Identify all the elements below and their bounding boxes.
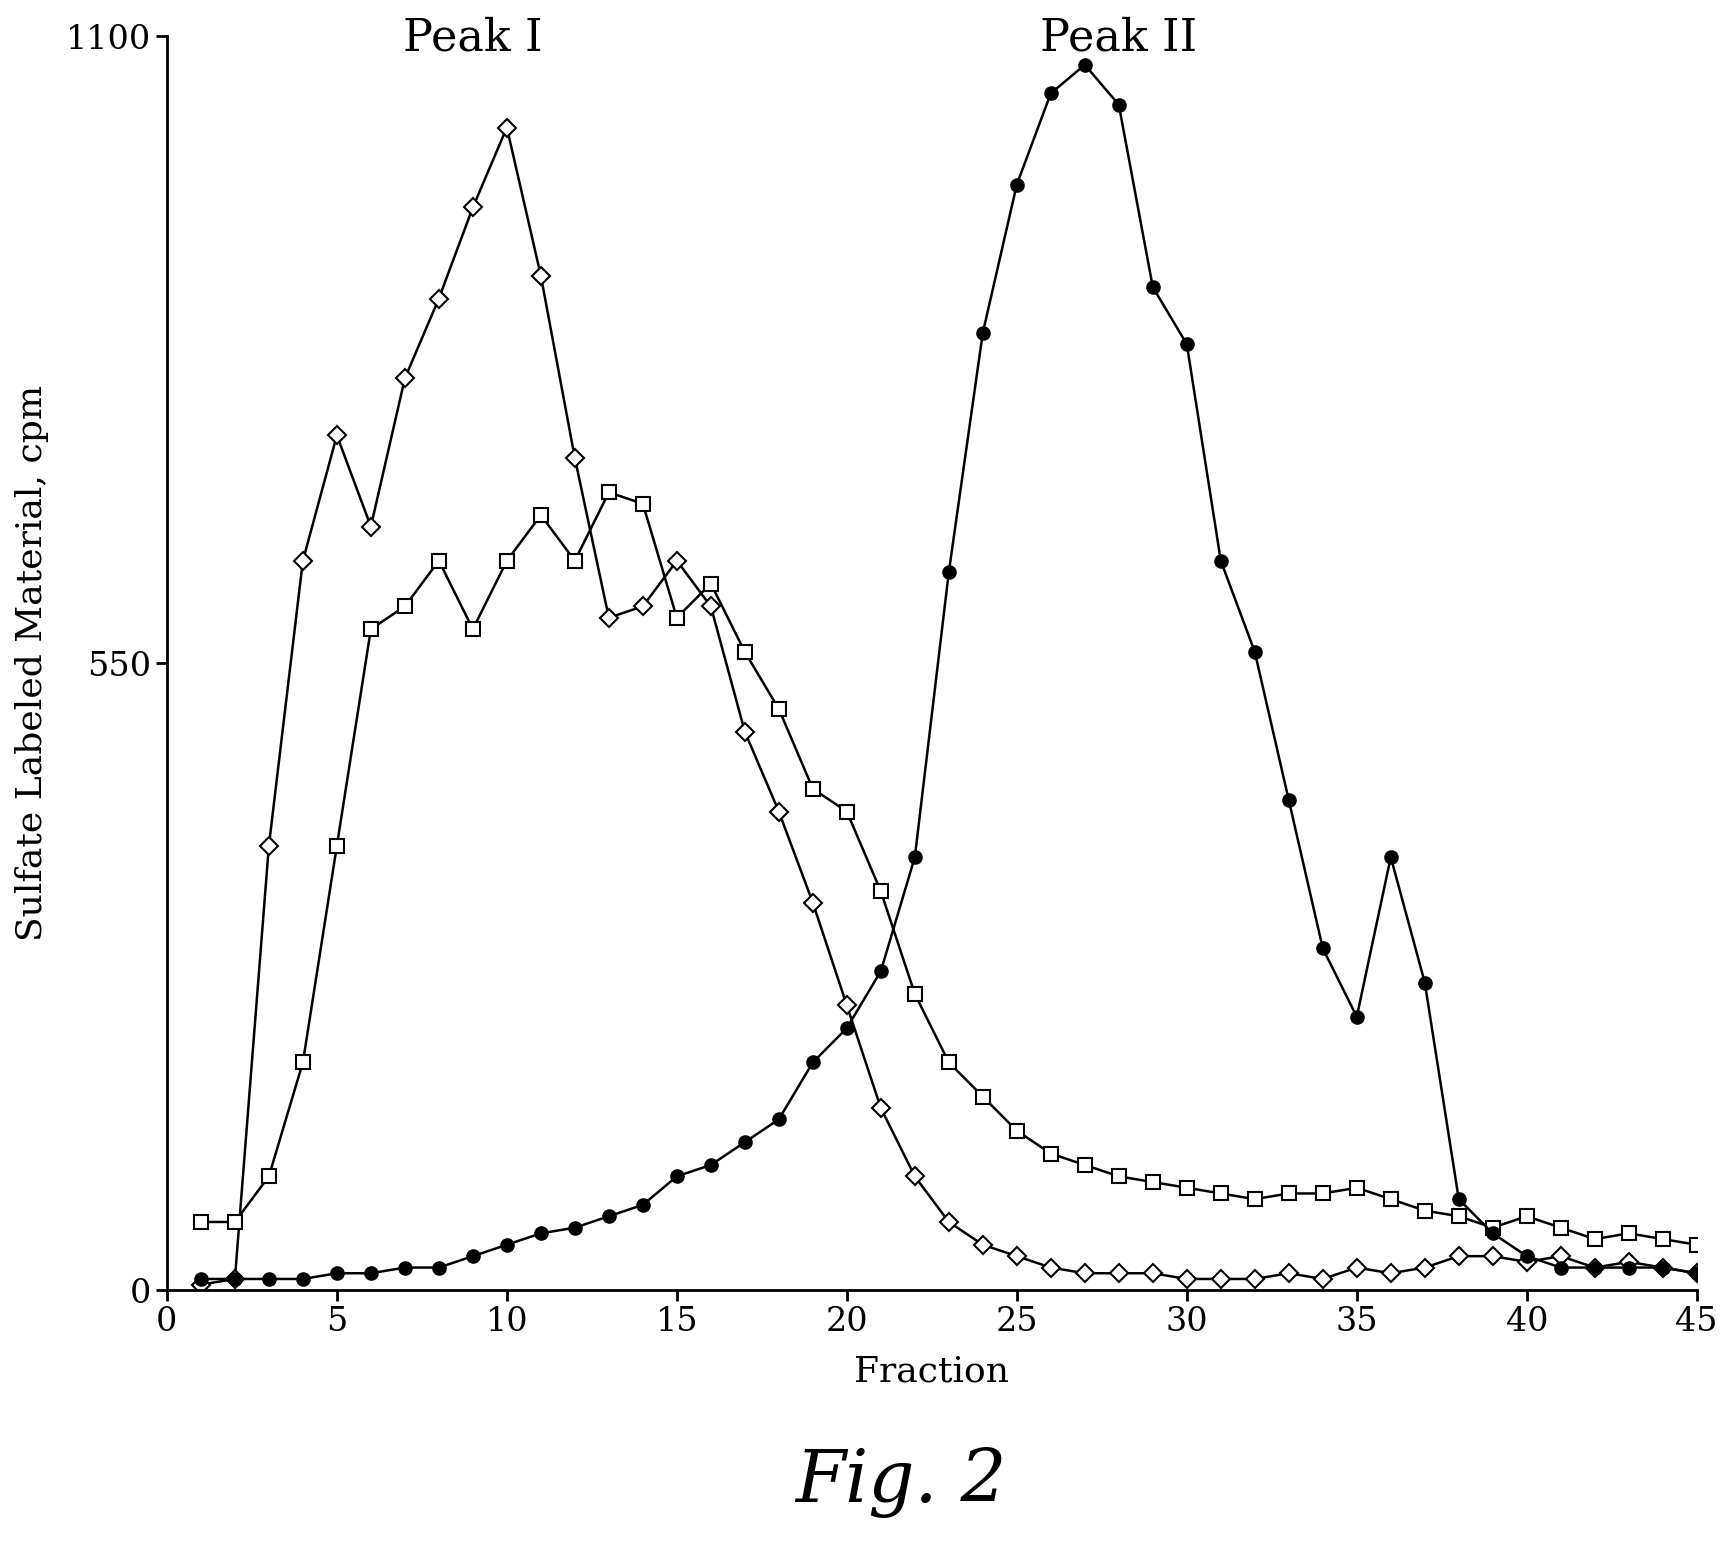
Text: Peak I: Peak I	[404, 16, 542, 59]
Y-axis label: Sulfate Labeled Material, cpm: Sulfate Labeled Material, cpm	[16, 385, 48, 941]
Text: Fig. 2: Fig. 2	[795, 1446, 1006, 1518]
X-axis label: Fraction: Fraction	[854, 1356, 1008, 1388]
Text: Peak II: Peak II	[1039, 16, 1197, 59]
